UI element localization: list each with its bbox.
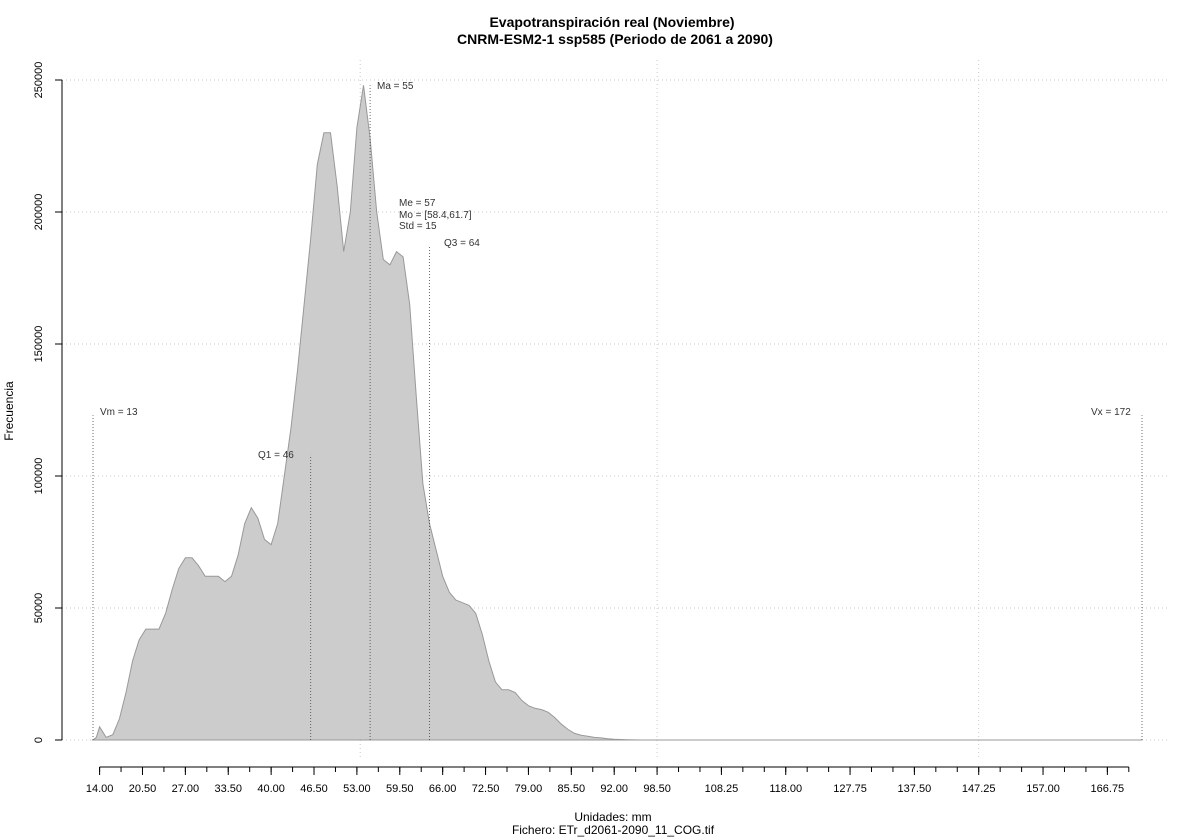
annotation-ma: Ma = 55 (377, 81, 414, 92)
annotation-vx: Vx = 172 (1091, 407, 1131, 418)
x-tick-label: 46.50 (300, 783, 328, 795)
x-tick-label: 118.00 (769, 783, 802, 795)
x-tick-label: 85.50 (558, 783, 586, 795)
x-tick-label: 92.00 (600, 783, 628, 795)
x-tick-label: 79.00 (515, 783, 543, 795)
y-tick-label: 200000 (33, 194, 45, 231)
y-axis: 0 50000 100000 150000 200000 250000 (33, 62, 63, 743)
y-axis-label: Frecuencia (2, 381, 16, 441)
x-tick-label: 108.25 (705, 783, 739, 795)
annotation-me: Me = 57 (399, 198, 436, 209)
chart-subtitle: CNRM-ESM2-1 ssp585 (Periodo de 2061 a 20… (457, 31, 773, 47)
x-axis-label: Unidades: mm (574, 810, 651, 824)
y-tick-label: 250000 (33, 62, 45, 99)
y-tick-label: 50000 (33, 593, 45, 624)
x-tick-label: 27.00 (172, 783, 200, 795)
x-tick-label: 53.00 (343, 783, 371, 795)
statistic-lines (92, 85, 1143, 740)
x-tick-label: 20.50 (129, 783, 157, 795)
x-tick-label: 33.50 (214, 783, 242, 795)
x-tick-label: 72.50 (472, 783, 500, 795)
annotation-q3: Q3 = 64 (444, 238, 480, 249)
x-tick-label: 147.25 (962, 783, 996, 795)
x-tick-label: 137.50 (898, 783, 932, 795)
annotation-std: Std = 15 (399, 221, 437, 232)
density-area (91, 85, 1142, 741)
x-tick-label: 14.00 (86, 783, 114, 795)
y-tick-label: 0 (33, 737, 45, 743)
annotation-vm: Vm = 13 (100, 407, 138, 418)
x-axis: 14.00 20.50 27.00 33.50 40.00 46.50 53.00 59.50… (86, 766, 1130, 795)
annotation-mo: Mo = [58.4,61.7] (399, 210, 472, 221)
y-tick-label: 150000 (33, 326, 45, 363)
y-tick-label: 100000 (33, 458, 45, 495)
x-tick-label: 66.00 (429, 783, 457, 795)
annotation-q1: Q1 = 46 (258, 450, 294, 461)
chart-title: Evapotranspiración real (Noviembre) (489, 14, 734, 30)
footer-filename: Fichero: ETr_d2061-2090_11_COG.tif (512, 823, 715, 837)
x-tick-label: 40.00 (257, 783, 285, 795)
x-tick-label: 166.75 (1091, 783, 1125, 795)
x-tick-label: 59.50 (386, 783, 414, 795)
x-tick-label: 127.75 (833, 783, 867, 795)
x-tick-label: 98.50 (643, 783, 671, 795)
x-tick-label: 157.00 (1026, 783, 1060, 795)
